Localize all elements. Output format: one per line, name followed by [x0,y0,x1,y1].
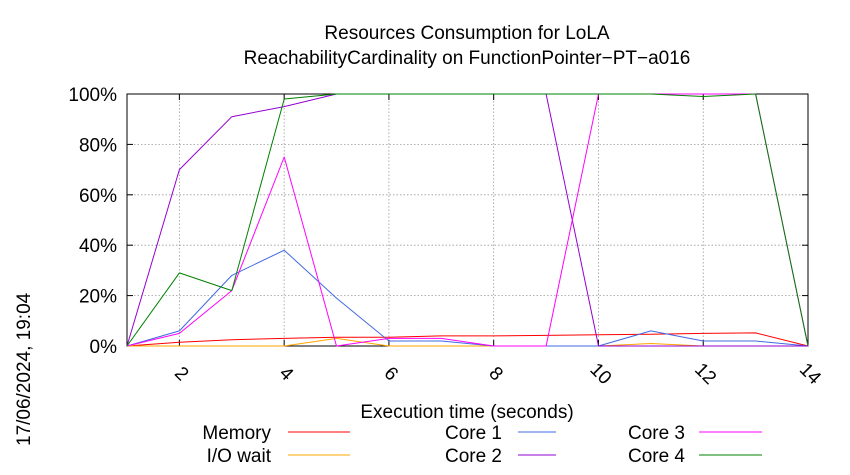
timestamp-label: 17/06/2024, 19:04 [14,292,35,446]
axis-ticks: 0% 20% 40% 60% 80% 100% 2 4 6 8 10 12 14 [68,85,825,389]
x-tick-label: 10 [585,359,615,389]
series-line-core-3 [126,93,809,347]
x-tick-label: 4 [275,363,298,386]
x-tick-label: 14 [795,359,825,389]
series-line-core-2 [126,93,808,347]
legend-label: Core 3 [628,423,685,444]
series-group [126,93,809,347]
legend-label: Core 2 [445,446,502,467]
y-tick-label: 0% [90,337,118,358]
x-tick-label: 2 [170,363,192,385]
legend-label: Memory [202,423,271,444]
x-tick-label: 12 [690,359,720,389]
legend-label: Core 4 [628,446,685,467]
y-tick-label: 60% [79,186,117,207]
series-line-core-4 [126,93,809,347]
x-tick-label: 8 [484,363,506,385]
y-tick-label: 20% [79,287,117,308]
chart-title-line-1: Resources Consumption for LoLA [324,23,609,44]
plot-frame [126,93,809,347]
series-line-core-1 [126,249,809,347]
legend-label: Core 1 [445,423,502,444]
y-tick-label: 80% [79,135,117,156]
x-tick-label: 6 [380,363,402,385]
y-tick-label: 100% [68,85,117,106]
x-axis-label: Execution time (seconds) [360,402,573,423]
legend-label: I/O wait [207,446,272,467]
chart-title-line-2: ReachabilityCardinality on FunctionPoint… [244,48,691,69]
y-tick-label: 40% [79,236,117,257]
series-line-memory [126,332,809,347]
grid [127,94,808,346]
